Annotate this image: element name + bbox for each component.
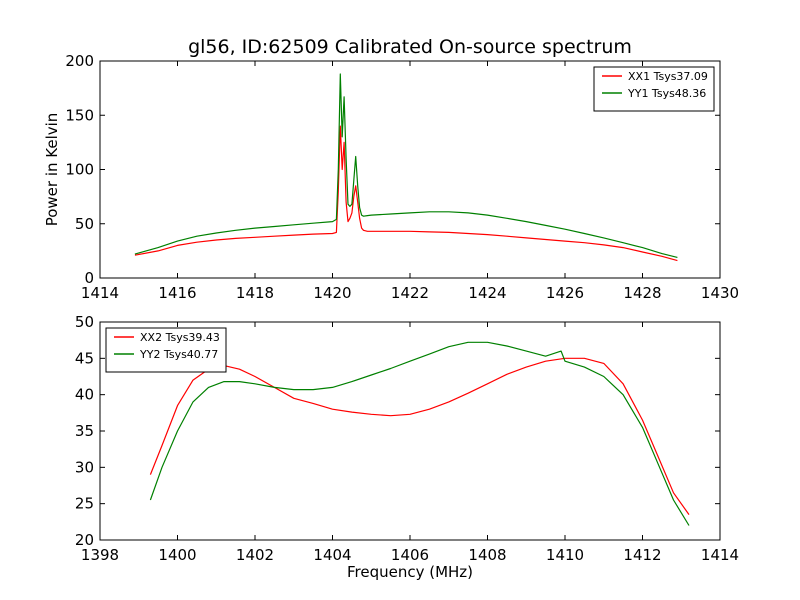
bottom-plot-ticks: 1398 1400 1402 1404 1406 1408 1410 1412 1414 20 25… xyxy=(75,313,739,564)
top-y-tick-label: 150 xyxy=(65,106,94,124)
top-y-tick-label: 0 xyxy=(84,269,94,287)
chart-title: gl56, ID:62509 Calibrated On-source spec… xyxy=(188,36,632,58)
top-x-tick-label: 1416 xyxy=(158,284,196,302)
top-plot-ticks: 1414 1416 1418 1420 1422 1424 1426 1428 1430 0 50 1… xyxy=(65,52,739,302)
bottom-y-tick-label: 20 xyxy=(75,531,94,549)
bottom-x-tick-label: 1400 xyxy=(158,546,196,564)
top-x-tick-label: 1414 xyxy=(81,284,119,302)
bottom-x-tick-label: 1414 xyxy=(701,546,739,564)
top-x-tick-label: 1426 xyxy=(546,284,584,302)
x-axis-title: Frequency (MHz) xyxy=(347,563,473,581)
bottom-plot: 1398 1400 1402 1404 1406 1408 1410 1412 1414 20 25… xyxy=(75,313,739,564)
bottom-x-tick-label: 1412 xyxy=(623,546,661,564)
bottom-plot-lines xyxy=(149,341,690,526)
top-y-tick-label: 200 xyxy=(65,52,94,70)
bottom-y-tick-label: 25 xyxy=(75,495,94,513)
top-x-tick-label: 1424 xyxy=(468,284,506,302)
bottom-series-line-2 xyxy=(149,341,690,526)
top-plot: 1414 1416 1418 1420 1422 1424 1426 1428 1430 0 50 1… xyxy=(43,52,739,302)
top-y-axis-title: Power in Kelvin xyxy=(43,113,61,227)
bottom-x-tick-label: 1404 xyxy=(313,546,351,564)
bottom-x-tick-label: 1408 xyxy=(468,546,506,564)
top-legend-box xyxy=(593,66,715,112)
bottom-legend-label: XX2 Tsys39.43 xyxy=(140,331,220,344)
bottom-x-tick-label: 1402 xyxy=(236,546,274,564)
top-series-line-2 xyxy=(134,73,678,258)
bottom-x-tick-label: 1398 xyxy=(81,546,119,564)
bottom-x-tick-label: 1406 xyxy=(391,546,429,564)
bottom-x-tick-label: 1410 xyxy=(546,546,584,564)
bottom-y-tick-label: 45 xyxy=(75,349,94,367)
top-y-tick-label: 50 xyxy=(75,215,94,233)
top-x-tick-label: 1418 xyxy=(236,284,274,302)
top-plot-lines xyxy=(134,73,678,262)
top-legend-label: YY1 Tsys48.36 xyxy=(627,87,706,100)
top-series-line-1 xyxy=(134,125,678,262)
bottom-y-tick-label: 30 xyxy=(75,458,94,476)
top-x-tick-label: 1420 xyxy=(313,284,351,302)
bottom-legend-label: YY2 Tsys40.77 xyxy=(139,348,218,361)
bottom-y-tick-label: 40 xyxy=(75,386,94,404)
bottom-legend: XX2 Tsys39.43 YY2 Tsys40.77 xyxy=(105,327,227,373)
top-legend-label: XX1 Tsys37.09 xyxy=(628,70,708,83)
top-x-tick-label: 1422 xyxy=(391,284,429,302)
top-legend: XX1 Tsys37.09 YY1 Tsys48.36 xyxy=(593,66,715,112)
bottom-y-tick-label: 35 xyxy=(75,422,94,440)
top-x-tick-label: 1428 xyxy=(623,284,661,302)
top-y-tick-label: 100 xyxy=(65,161,94,179)
bottom-y-tick-label: 50 xyxy=(75,313,94,331)
bottom-legend-box xyxy=(105,327,227,373)
top-x-tick-label: 1430 xyxy=(701,284,739,302)
